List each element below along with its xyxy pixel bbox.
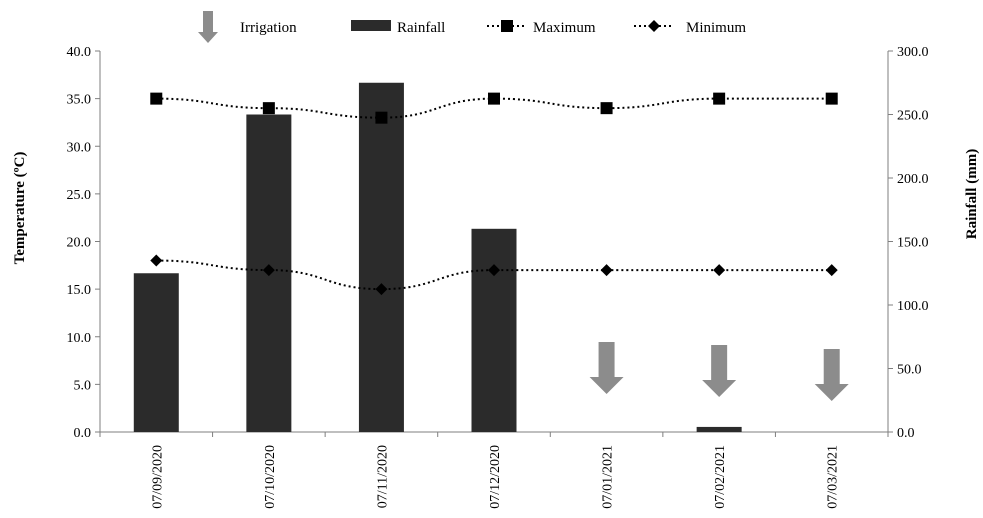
axes: 0.0 5.0 10.0 15.0 20.0 25.0 30.0 35.0 40.0 0.0 50.… <box>67 45 929 509</box>
minimum-line <box>156 259 832 291</box>
minimum-marker <box>262 264 275 277</box>
x-tick-label: 07/11/2020 <box>375 445 390 508</box>
x-tick-label: 07/01/2021 <box>601 445 616 509</box>
maximum-marker <box>150 92 163 105</box>
y-tick-label: 40.0 <box>67 45 92 60</box>
y2-tick-label: 50.0 <box>897 363 922 378</box>
legend-minimum-marker <box>648 20 660 32</box>
y-tick-label: 5.0 <box>74 378 92 393</box>
y2-tick-label: 0.0 <box>897 426 915 441</box>
x-tick-label: 07/02/2021 <box>713 445 728 509</box>
y-tick-label: 20.0 <box>67 236 92 251</box>
y2-tick-label: 100.0 <box>897 299 929 314</box>
legend-irrigation-label: Irrigation <box>240 20 297 36</box>
x-tick-label: 07/10/2020 <box>263 445 278 509</box>
irrigation-arrow-icon <box>589 342 624 394</box>
y-tick-label: 25.0 <box>67 188 92 203</box>
minimum-marker <box>600 264 613 277</box>
legend-rainfall-swatch <box>351 20 391 31</box>
y2-tick-label: 200.0 <box>897 172 929 187</box>
legend-item-minimum: Minimum <box>634 20 746 36</box>
legend-rainfall-label: Rainfall <box>397 20 445 36</box>
minimum-marker <box>375 283 388 296</box>
maximum-marker <box>713 92 726 105</box>
x-tick-label: 07/09/2020 <box>150 445 165 509</box>
maximum-marker <box>262 102 275 115</box>
minimum-marker <box>150 254 163 267</box>
rainfall-bar <box>358 82 404 432</box>
rainfall-bars <box>133 82 742 432</box>
y-tick-label: 30.0 <box>67 140 92 155</box>
y2-tick-label: 250.0 <box>897 109 929 124</box>
maximum-marker <box>375 111 388 124</box>
irrigation-arrows <box>589 342 849 401</box>
rainfall-bar <box>133 273 179 432</box>
legend-minimum-label: Minimum <box>686 20 746 36</box>
y-tick-label: 35.0 <box>67 93 92 108</box>
y-tick-label: 10.0 <box>67 331 92 346</box>
y2-tick-label: 150.0 <box>897 236 929 251</box>
legend-item-rainfall: Rainfall <box>351 20 445 36</box>
y-axis-title: Temperature (ºC) <box>12 152 28 265</box>
minimum-marker <box>488 264 500 277</box>
maximum-marker <box>600 102 613 115</box>
temperature-lines <box>150 92 838 296</box>
legend-maximum-marker <box>501 20 513 32</box>
legend-item-maximum: Maximum <box>487 20 596 36</box>
x-tick-label: 07/03/2021 <box>826 445 841 509</box>
maximum-marker <box>488 92 500 105</box>
legend: Irrigation Rainfall Maximum Minimum <box>198 11 746 43</box>
y2-tick-label: 300.0 <box>897 45 929 60</box>
irrigation-arrow-icon <box>814 349 849 401</box>
legend-item-irrigation: Irrigation <box>198 11 297 43</box>
y-tick-label: 15.0 <box>67 283 92 298</box>
rainfall-bar <box>471 228 517 432</box>
minimum-marker <box>713 264 726 277</box>
irrigation-arrow-icon <box>702 345 737 397</box>
x-tick-label: 07/12/2020 <box>488 445 503 509</box>
minimum-marker <box>825 264 838 277</box>
y-tick-label: 0.0 <box>74 426 92 441</box>
legend-irrigation-arrow-icon <box>198 11 218 43</box>
legend-maximum-label: Maximum <box>533 20 596 36</box>
maximum-marker <box>825 92 838 105</box>
y2-axis-title: Rainfall (mm) <box>964 149 980 239</box>
rainfall-bar <box>696 426 742 432</box>
